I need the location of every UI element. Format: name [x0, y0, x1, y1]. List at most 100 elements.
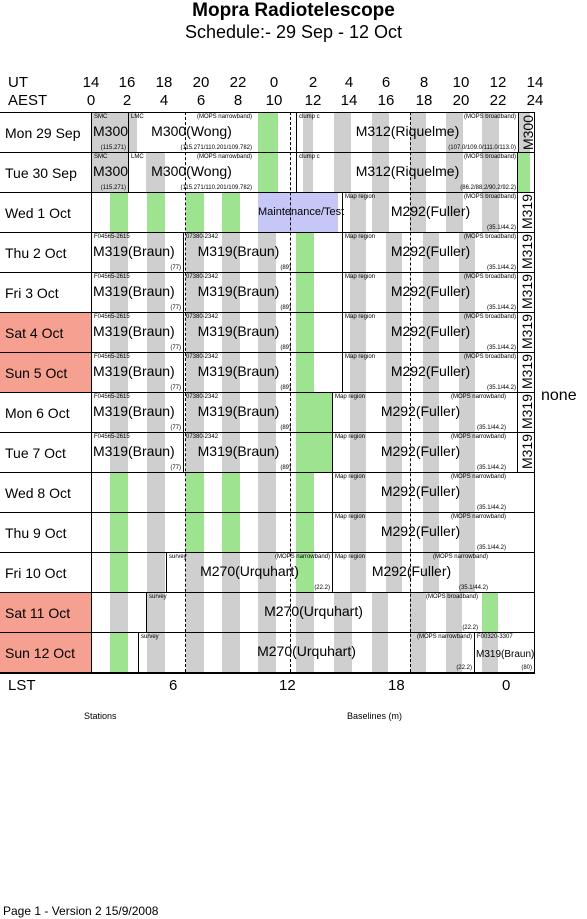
m319-vert-block: M319 [517, 393, 535, 432]
braun-source: F00320-3307 [477, 634, 513, 640]
time-stripe [518, 153, 530, 192]
aest-tick: 0 [86, 92, 96, 109]
day-row: Mon 29 Sep SMC M300 (115.271) LMC (MOPS narro… [0, 113, 536, 153]
time-stripe [350, 233, 366, 272]
riquelme-block: clump c (MOPS broadband) M312(Riquelme) (86… [296, 153, 518, 192]
time-stripe [110, 273, 128, 312]
time-stripe [222, 393, 240, 432]
map-region: Map region [345, 194, 376, 200]
fuller-freq: (35.1/44.2) [458, 585, 488, 591]
time-stripe [446, 593, 462, 632]
time-stripe [222, 353, 240, 392]
mops-mode: (MOPS narrowband) [450, 394, 506, 400]
fuller-freq: (35.1/44.2) [486, 345, 516, 351]
m319-vertical: M319 [519, 194, 535, 230]
time-stripe [258, 193, 338, 232]
time-stripe [296, 513, 314, 552]
braun-source: F04565-2615 [94, 394, 130, 400]
time-stripe [91, 113, 128, 152]
map-region: Map region [335, 394, 366, 400]
time-stripe [258, 273, 276, 312]
time-stripe [386, 393, 402, 432]
time-stripe [446, 193, 463, 232]
fuller-label: M292(Fuller) [371, 563, 452, 579]
aest-tick: 10 [265, 92, 283, 109]
braun-label: M319(Braun) [93, 243, 175, 259]
braun-freq: (89) [280, 465, 291, 471]
time-stripe [147, 433, 165, 472]
mops-mode: (MOPS narrowband) [416, 634, 472, 640]
braun-label: M319(Braun) [197, 283, 280, 299]
aest-tick: 6 [196, 92, 206, 109]
none-label: none [541, 387, 577, 404]
day-row: Thu 2 Oct F04565-2615 M319(Braun) (77) 07380… [0, 233, 535, 273]
m319-vert-block: M319 [517, 193, 535, 232]
time-stripe [186, 313, 204, 352]
time-stripe [296, 233, 314, 272]
day-label: Mon 6 Oct [5, 404, 70, 421]
time-stripe [296, 273, 314, 312]
time-stripe [372, 593, 388, 632]
day-label: Fri 3 Oct [5, 284, 59, 301]
braun-source: F04565-2615 [94, 354, 130, 360]
day-label: Fri 10 Oct [5, 564, 67, 581]
time-stripe [423, 273, 439, 312]
fuller-freq: (35.1/44.2) [476, 465, 506, 471]
time-stripe [258, 433, 276, 472]
time-stripe [258, 513, 276, 552]
survey-source: survey [141, 634, 159, 640]
row-end [534, 313, 535, 352]
time-stripe [147, 513, 165, 552]
mops-mode: (MOPS narrowband) [450, 434, 506, 440]
m300-label: M300 [93, 163, 129, 179]
aest-label: AEST [8, 92, 48, 109]
braun-freq: (77) [170, 425, 181, 431]
ut-tick: 8 [419, 74, 429, 91]
time-stripe [350, 433, 366, 472]
fuller-label: M292(Fuller) [390, 243, 471, 259]
time-stripe [258, 153, 278, 192]
time-stripe [459, 553, 475, 592]
time-stripe [296, 393, 332, 432]
time-stripe [147, 313, 165, 352]
time-stripe [222, 593, 240, 632]
lst-tick-18: 18 [388, 677, 405, 694]
time-stripe [147, 633, 165, 672]
map-region: Map region [335, 554, 366, 560]
time-stripe [459, 393, 475, 432]
fuller-label: M292(Fuller) [390, 203, 471, 219]
time-stripe [459, 313, 475, 352]
time-stripe [386, 273, 402, 312]
braun-label: M319(Braun) [197, 443, 280, 459]
time-stripe [186, 193, 204, 232]
time-stripe [303, 153, 313, 192]
braun-source: 07380-2342 [186, 274, 219, 280]
time-stripe [410, 153, 426, 192]
ut-tick: 4 [344, 74, 354, 91]
fuller-freq: (35.1/44.2) [486, 225, 516, 231]
fuller-block: Map region (MOPS broadband) M292(Fuller) (3… [342, 353, 518, 392]
time-stripe [110, 513, 128, 552]
time-stripe [446, 633, 462, 672]
time-stripe [459, 513, 475, 552]
aest-tick: 24 [526, 92, 544, 109]
braun-block-1: F04565-2615 M319(Braun) (77) [91, 273, 183, 312]
m319-vert-block: M319 [517, 433, 535, 472]
baselines-label: Baselines (m) [347, 711, 403, 721]
fuller-freq: (35.1/44.2) [486, 305, 516, 311]
braun-label: M319(Braun) [93, 323, 175, 339]
riquelme-freq: (107.0/109.0/111.0/113.0) [448, 145, 516, 151]
day-divider [91, 473, 92, 512]
m300-freq: (115.271) [100, 185, 126, 191]
row-end [534, 553, 535, 592]
time-stripe [423, 473, 439, 512]
time-stripe [350, 553, 366, 592]
time-stripe [372, 113, 389, 152]
braun-label: M319(Braun) [93, 403, 175, 419]
braun-freq: (89) [280, 345, 291, 351]
fuller-block: Map region (MOPS narrowband) M292(Fuller) (… [332, 473, 508, 512]
braun-freq: (77) [170, 265, 181, 271]
time-stripe [222, 473, 240, 512]
lst-tick-6: 6 [169, 677, 178, 694]
day-row: Fri 10 Oct survey (MOPS narrowband) M270(Ur… [0, 553, 535, 593]
